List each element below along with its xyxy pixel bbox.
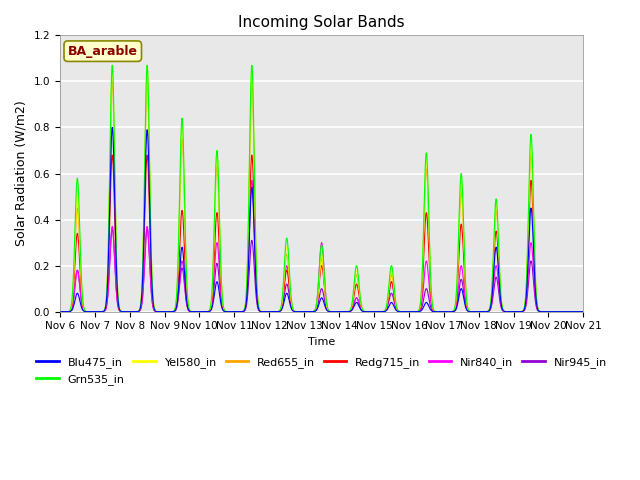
Title: Incoming Solar Bands: Incoming Solar Bands [238,15,405,30]
Legend: Blu475_in, Grn535_in, Yel580_in, Red655_in, Redg715_in, Nir840_in, Nir945_in: Blu475_in, Grn535_in, Yel580_in, Red655_… [32,353,611,389]
X-axis label: Time: Time [308,337,335,347]
Y-axis label: Solar Radiation (W/m2): Solar Radiation (W/m2) [15,101,28,246]
Text: BA_arable: BA_arable [68,45,138,58]
